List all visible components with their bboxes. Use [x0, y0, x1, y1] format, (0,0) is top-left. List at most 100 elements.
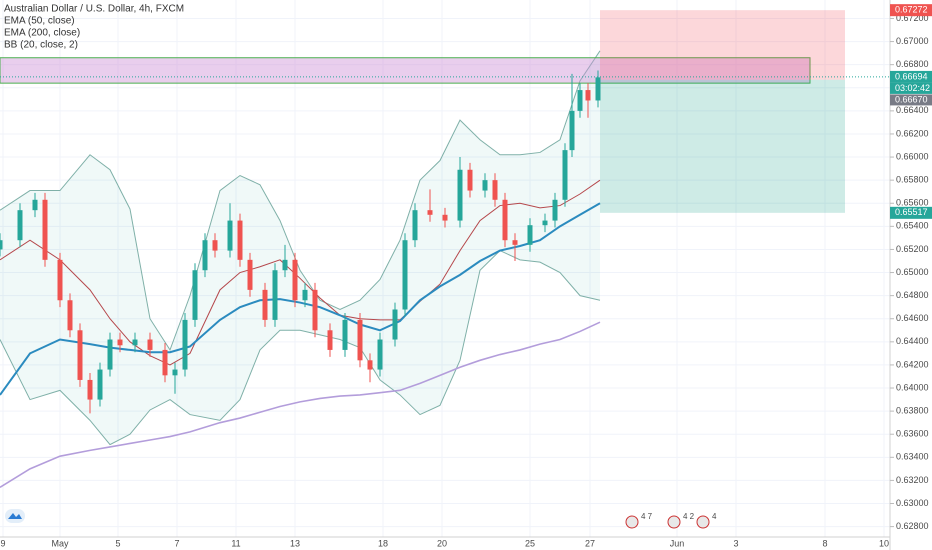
candle-body [457, 169, 463, 221]
bb-upper [0, 50, 601, 352]
price-tag-label: 0.67272 [895, 5, 928, 15]
y-tick-label: 0.63000 [896, 498, 929, 508]
y-tick-label: 0.64200 [896, 359, 929, 369]
y-tick-label: 0.65000 [896, 267, 929, 277]
candle-body [0, 240, 3, 250]
candle-body [292, 259, 298, 301]
y-tick-label: 0.65200 [896, 244, 929, 254]
y-tick-label: 0.66000 [896, 151, 929, 161]
x-tick-label: 10 [879, 538, 889, 548]
candle-body [147, 339, 153, 350]
price-tag-label: 0.66670 [895, 94, 928, 104]
price-tag [890, 70, 932, 83]
candle-body [577, 90, 583, 111]
bb-lower [0, 250, 601, 446]
price-tag-label: 0.66694 [895, 71, 928, 81]
candle-body [237, 220, 243, 260]
candle-body [467, 169, 473, 191]
x-tick-label: 27 [585, 538, 595, 548]
target-zone [600, 79, 845, 213]
candle-body [42, 199, 48, 260]
candle-body [132, 339, 138, 346]
y-tick-label: 0.64000 [896, 382, 929, 392]
y-tick-label: 0.63400 [896, 452, 929, 462]
candle-body [527, 225, 533, 245]
legend-entry: BB (20, close, 2) [4, 40, 78, 51]
candle-body [357, 319, 363, 361]
candle-body [182, 319, 188, 370]
candle-body [272, 270, 278, 320]
candle-body [192, 270, 198, 320]
candle-body [327, 330, 333, 350]
y-tick-label: 0.64600 [896, 313, 929, 323]
candle-body [312, 289, 318, 331]
candle-body [569, 110, 575, 151]
y-tick-label: 0.67000 [896, 36, 929, 46]
candle-body [412, 210, 418, 241]
x-tick-label: 18 [378, 538, 388, 548]
x-tick-label: 5 [115, 538, 120, 548]
candle-body [482, 180, 488, 191]
x-tick-label: 9 [0, 538, 5, 548]
candle-body [595, 77, 601, 101]
x-tick-label: 11 [231, 538, 240, 548]
candle-body [552, 199, 558, 221]
y-tick-label: 0.63600 [896, 429, 929, 439]
candle-body [117, 339, 123, 346]
countdown-tag [890, 82, 932, 94]
x-tick-label: 13 [290, 538, 300, 548]
candle-body [107, 339, 113, 370]
x-tick-label: 3 [733, 538, 738, 548]
candle-body [227, 220, 233, 251]
y-tick-label: 0.65600 [896, 198, 929, 208]
y-tick-label: 0.66400 [896, 105, 929, 115]
plot-area [0, 0, 890, 537]
price-tag [890, 94, 932, 106]
candle-body [302, 289, 308, 301]
x-tick-label: May [51, 538, 69, 548]
event-label: 4 7 [641, 512, 653, 521]
candle-body [392, 309, 398, 340]
event-flag [667, 515, 681, 529]
countdown-label: 03:02:42 [895, 83, 930, 93]
candle-body [67, 300, 73, 331]
event-label: 4 [712, 512, 717, 521]
x-tick-label: Jun [670, 538, 685, 548]
price-tag [890, 206, 932, 219]
event-flag [625, 515, 639, 529]
candle-body [212, 240, 218, 251]
x-tick-label: 20 [437, 538, 447, 548]
candle-body [97, 369, 103, 400]
candle-body [342, 319, 348, 350]
ema-line [0, 321, 601, 489]
candle-body [402, 240, 408, 310]
candle-body [262, 289, 268, 320]
y-tick-label: 0.65400 [896, 221, 929, 231]
candle-body [77, 330, 83, 380]
event-label: 4 2 [683, 512, 695, 521]
candle-body [512, 240, 518, 245]
y-tick-label: 0.67200 [896, 13, 929, 23]
event-flag [696, 515, 710, 529]
candle-body [492, 180, 498, 200]
y-tick-label: 0.63800 [896, 405, 929, 415]
y-tick-label: 0.65800 [896, 175, 929, 185]
price-tag-label: 0.65517 [895, 207, 928, 217]
stop-zone [600, 10, 845, 80]
candle-body [32, 199, 38, 211]
candle-body [162, 349, 168, 376]
candle-body [502, 199, 508, 241]
candle-body [17, 210, 23, 241]
candle-body [442, 214, 448, 221]
candle-body [202, 240, 208, 271]
x-tick-label: 8 [822, 538, 827, 548]
legend-entry: EMA (200, close) [4, 28, 80, 39]
chart-title: Australian Dollar / U.S. Dollar, 4h, FXC… [4, 4, 184, 15]
candle-body [542, 220, 548, 226]
x-tick-label: 7 [174, 538, 179, 548]
x-tick-label: 25 [525, 538, 535, 548]
candle-body [427, 210, 433, 215]
y-tick-label: 0.66800 [896, 59, 929, 69]
